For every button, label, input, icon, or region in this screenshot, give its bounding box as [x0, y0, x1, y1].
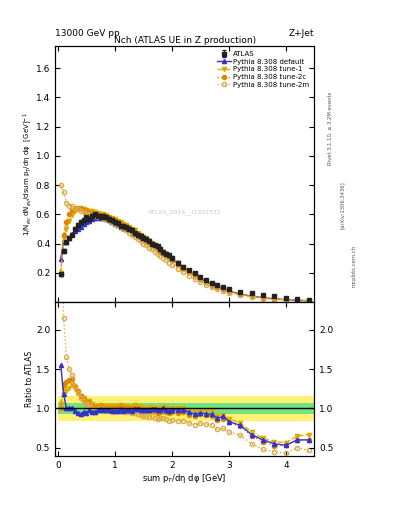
- Pythia 8.308 tune-2c: [175, 262, 180, 268]
- Y-axis label: 1/N$_{ev}$ dN$_{ev}$/dsum p$_T$/dη dφ  [GeV]$^{-1}$: 1/N$_{ev}$ dN$_{ev}$/dsum p$_T$/dη dφ [G…: [22, 112, 35, 236]
- Pythia 8.308 tune-2c: [73, 205, 77, 211]
- Line: Pythia 8.308 tune-2m: Pythia 8.308 tune-2m: [59, 183, 311, 303]
- Pythia 8.308 tune-2c: [59, 271, 63, 278]
- Pythia 8.308 tune-1: [67, 218, 72, 224]
- Pythia 8.308 tune-2m: [167, 260, 171, 266]
- Title: Nch (ATLAS UE in Z production): Nch (ATLAS UE in Z production): [114, 36, 256, 45]
- Pythia 8.308 tune-1: [104, 212, 109, 218]
- Text: Z+Jet: Z+Jet: [289, 29, 314, 38]
- Line: Pythia 8.308 tune-2c: Pythia 8.308 tune-2c: [59, 206, 311, 303]
- Pythia 8.308 default: [169, 256, 174, 262]
- Pythia 8.308 tune-1: [130, 226, 134, 232]
- Pythia 8.308 default: [175, 260, 180, 266]
- Pythia 8.308 tune-2c: [67, 211, 72, 218]
- Pythia 8.308 tune-2m: [101, 215, 106, 221]
- Pythia 8.308 tune-1: [75, 206, 80, 212]
- Pythia 8.308 tune-2c: [104, 214, 109, 220]
- Pythia 8.308 tune-2c: [64, 219, 69, 225]
- Pythia 8.308 default: [64, 239, 69, 245]
- Pythia 8.308 tune-2m: [64, 200, 69, 206]
- Text: Rivet 3.1.10, ≥ 3.2M events: Rivet 3.1.10, ≥ 3.2M events: [328, 91, 333, 165]
- Pythia 8.308 default: [104, 217, 109, 223]
- Pythia 8.308 tune-2c: [130, 227, 134, 233]
- Text: ATLAS_2014__I1307531: ATLAS_2014__I1307531: [148, 209, 222, 216]
- Pythia 8.308 default: [59, 256, 63, 262]
- Pythia 8.308 default: [93, 215, 97, 221]
- Pythia 8.308 tune-2c: [306, 297, 311, 304]
- Text: [arXiv:1306.3436]: [arXiv:1306.3436]: [340, 181, 345, 229]
- Pythia 8.308 tune-2m: [67, 202, 72, 208]
- Line: Pythia 8.308 default: Pythia 8.308 default: [59, 216, 311, 303]
- Pythia 8.308 tune-1: [59, 270, 63, 276]
- Pythia 8.308 default: [306, 297, 311, 304]
- X-axis label: sum p$_T$/dη dφ [GeV]: sum p$_T$/dη dφ [GeV]: [142, 472, 227, 485]
- Pythia 8.308 tune-2m: [59, 182, 63, 188]
- Pythia 8.308 tune-1: [175, 260, 180, 266]
- Pythia 8.308 tune-2m: [127, 229, 132, 236]
- Text: mcplots.cern.ch: mcplots.cern.ch: [352, 245, 357, 287]
- Pythia 8.308 default: [130, 229, 134, 236]
- Line: Pythia 8.308 tune-1: Pythia 8.308 tune-1: [59, 207, 311, 303]
- Pythia 8.308 tune-2m: [306, 298, 311, 304]
- Pythia 8.308 tune-2m: [169, 262, 174, 268]
- Y-axis label: Ratio to ATLAS: Ratio to ATLAS: [26, 351, 35, 407]
- Pythia 8.308 tune-1: [306, 297, 311, 304]
- Pythia 8.308 tune-1: [64, 226, 69, 232]
- Pythia 8.308 tune-2c: [169, 258, 174, 264]
- Legend: ATLAS, Pythia 8.308 default, Pythia 8.308 tune-1, Pythia 8.308 tune-2c, Pythia 8: ATLAS, Pythia 8.308 default, Pythia 8.30…: [215, 50, 311, 89]
- Pythia 8.308 tune-1: [169, 255, 174, 261]
- Pythia 8.308 default: [67, 234, 72, 241]
- Text: 13000 GeV pp: 13000 GeV pp: [55, 29, 120, 38]
